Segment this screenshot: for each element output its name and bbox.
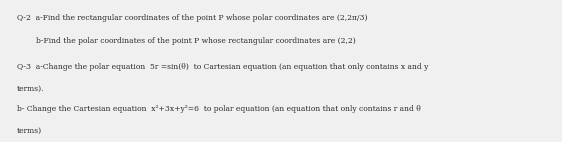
Text: Q-3  a-Change the polar equation  5r =sin(θ)  to Cartesian equation (an equation: Q-3 a-Change the polar equation 5r =sin(… <box>17 63 428 71</box>
Text: b- Change the Cartesian equation  x²+3x+y²=6  to polar equation (an equation tha: b- Change the Cartesian equation x²+3x+y… <box>17 105 421 113</box>
Text: Q-2  a-Find the rectangular coordinates of the point P whose polar coordinates a: Q-2 a-Find the rectangular coordinates o… <box>17 14 368 22</box>
Text: terms).: terms). <box>17 85 44 93</box>
Text: b-Find the polar coordinates of the point P whose rectangular coordinates are (2: b-Find the polar coordinates of the poin… <box>17 37 356 45</box>
Text: terms): terms) <box>17 126 42 134</box>
